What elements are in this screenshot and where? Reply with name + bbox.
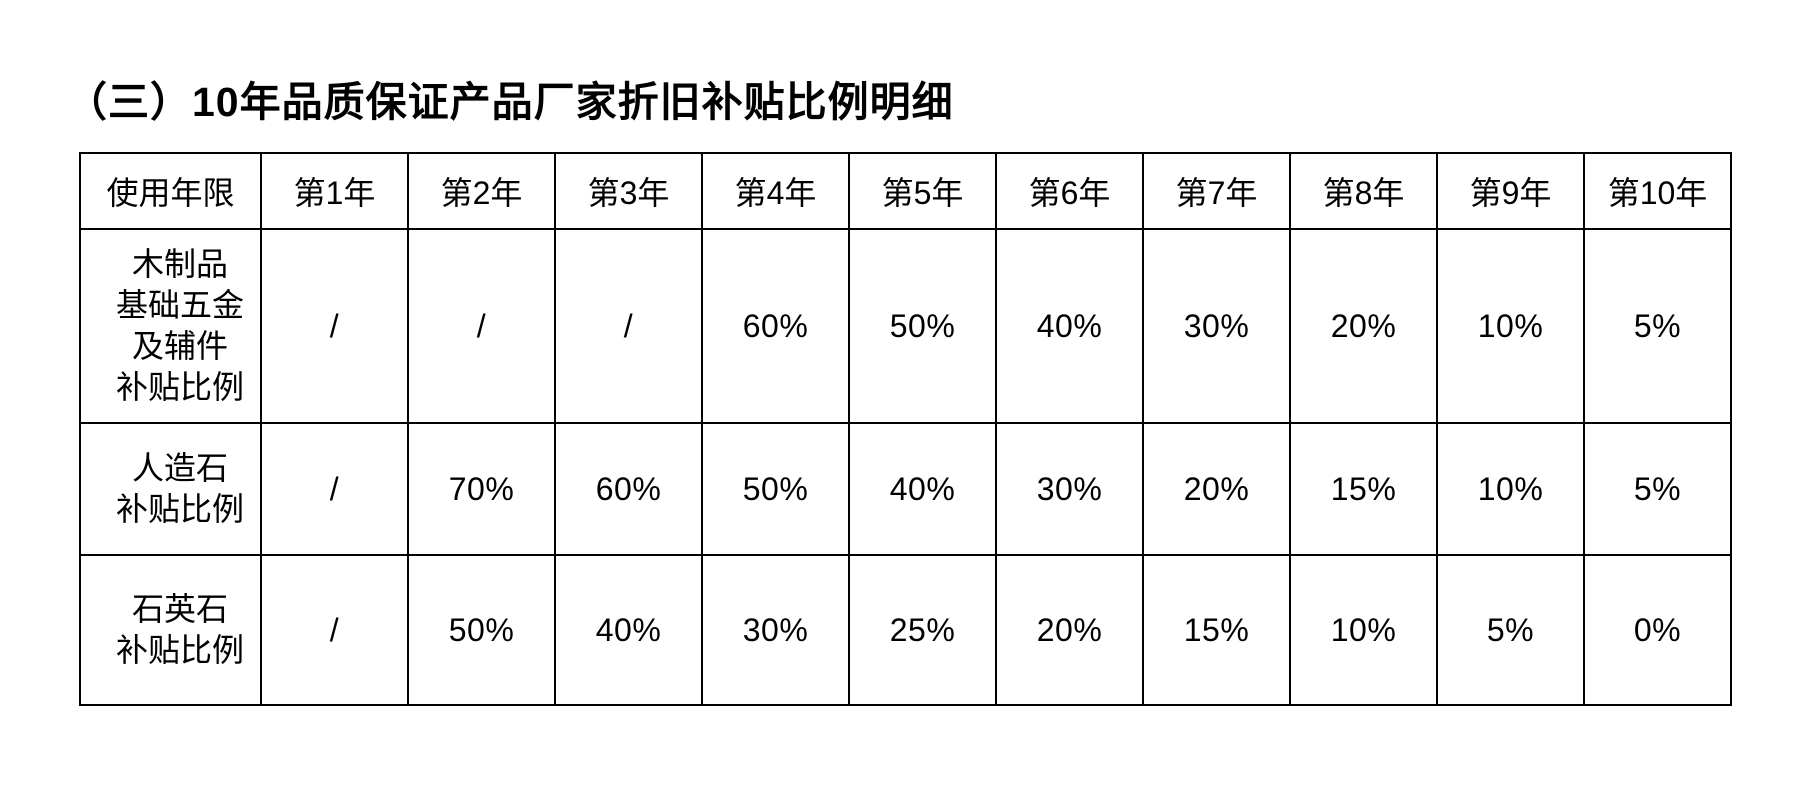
header-year-6: 第6年 [995,152,1144,230]
artstone-year-1-value: / [260,422,409,556]
depreciation-subsidy-table: 使用年限 第1年 第2年 第3年 第4年 第5年 第6年 第7年 第8年 第9年… [79,152,1732,706]
wood-year-4-value: 60% [701,228,850,424]
artstone-year-5-value: 40% [848,422,997,556]
artstone-year-4-value: 50% [701,422,850,556]
header-year-3: 第3年 [554,152,703,230]
wood-year-6-value: 40% [995,228,1144,424]
header-year-2: 第2年 [407,152,556,230]
wood-year-9-value: 10% [1436,228,1585,424]
artstone-year-3-value: 60% [554,422,703,556]
quartz-year-9-value: 5% [1436,554,1585,706]
table-header-row: 使用年限 第1年 第2年 第3年 第4年 第5年 第6年 第7年 第8年 第9年… [79,152,1732,230]
quartz-year-1-value: / [260,554,409,706]
artstone-year-10-value: 5% [1583,422,1732,556]
wood-year-3-value: / [554,228,703,424]
header-year-10: 第10年 [1583,152,1732,230]
artstone-year-6-value: 30% [995,422,1144,556]
quartz-year-3-value: 40% [554,554,703,706]
quartz-year-4-value: 30% [701,554,850,706]
header-year-4: 第4年 [701,152,850,230]
header-year-5: 第5年 [848,152,997,230]
header-year-9: 第9年 [1436,152,1585,230]
header-usage-years: 使用年限 [79,152,262,230]
row-label-wood-hardware: 木制品 基础五金 及辅件 补贴比例 [79,228,262,424]
quartz-year-2-value: 50% [407,554,556,706]
header-year-1: 第1年 [260,152,409,230]
wood-year-7-value: 30% [1142,228,1291,424]
artstone-year-2-value: 70% [407,422,556,556]
wood-year-1-value: / [260,228,409,424]
artstone-year-7-value: 20% [1142,422,1291,556]
row-label-quartz-stone: 石英石 补贴比例 [79,554,262,706]
header-year-7: 第7年 [1142,152,1291,230]
artstone-year-9-value: 10% [1436,422,1585,556]
wood-year-2-value: / [407,228,556,424]
wood-year-5-value: 50% [848,228,997,424]
table-row-artificial-stone: 人造石 补贴比例 / 70% 60% 50% 40% 30% 20% 15% 1… [79,422,1732,556]
artstone-year-8-value: 15% [1289,422,1438,556]
quartz-year-6-value: 20% [995,554,1144,706]
quartz-year-10-value: 0% [1583,554,1732,706]
quartz-year-8-value: 10% [1289,554,1438,706]
wood-year-10-value: 5% [1583,228,1732,424]
table-row-wood-hardware: 木制品 基础五金 及辅件 补贴比例 / / / 60% 50% 40% 30% … [79,228,1732,424]
header-year-8: 第8年 [1289,152,1438,230]
table-row-quartz-stone: 石英石 补贴比例 / 50% 40% 30% 25% 20% 15% 10% 5… [79,554,1732,706]
wood-year-8-value: 20% [1289,228,1438,424]
quartz-year-5-value: 25% [848,554,997,706]
quartz-year-7-value: 15% [1142,554,1291,706]
row-label-artificial-stone: 人造石 补贴比例 [79,422,262,556]
section-title: （三）10年品质保证产品厂家折旧补贴比例明细 [66,79,954,125]
